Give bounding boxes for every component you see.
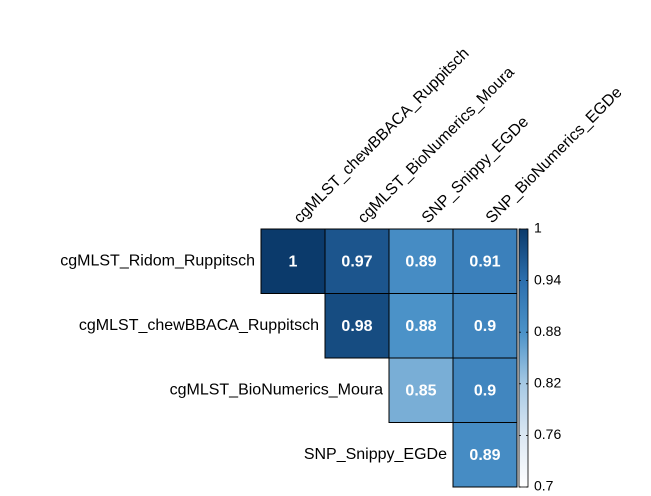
cell-value: 0.85 — [405, 382, 436, 399]
cell-value: 0.97 — [341, 253, 372, 270]
colorbar-tick-label: 1 — [534, 220, 542, 236]
colorbar-tick-label: 0.88 — [534, 323, 561, 339]
cell-value: 0.88 — [405, 318, 436, 335]
cell-value: 0.89 — [405, 253, 436, 270]
column-label: SNP_Snippy_EGDe — [419, 113, 532, 226]
cell — [452, 422, 518, 488]
cell — [260, 228, 326, 294]
colorbar — [518, 228, 529, 488]
cell-value: 0.9 — [474, 318, 496, 335]
cell-value: 0.9 — [474, 382, 496, 399]
cell — [324, 293, 390, 359]
cell — [388, 293, 454, 359]
row-label: cgMLST_BioNumerics_Moura — [170, 381, 384, 398]
cell — [388, 357, 454, 423]
row-label: SNP_Snippy_EGDe — [304, 446, 447, 463]
colorbar-tick-label: 0.76 — [534, 426, 561, 442]
colorbar-tick-label: 0.7 — [534, 478, 554, 494]
colorbar-tick-label: 0.94 — [534, 271, 561, 287]
cell-value: 0.98 — [341, 318, 372, 335]
cell-value: 1 — [289, 253, 298, 270]
cell-value: 0.91 — [469, 253, 500, 270]
cell — [452, 293, 518, 359]
cell-value: 0.89 — [469, 447, 500, 464]
colorbar-tick-label: 0.82 — [534, 375, 561, 391]
row-label: cgMLST_chewBBACA_Ruppitsch — [79, 317, 319, 334]
column-label: SNP_BioNumerics_EGDe — [483, 84, 626, 227]
cell — [452, 228, 518, 294]
row-label: cgMLST_Ridom_Ruppitsch — [60, 252, 255, 269]
